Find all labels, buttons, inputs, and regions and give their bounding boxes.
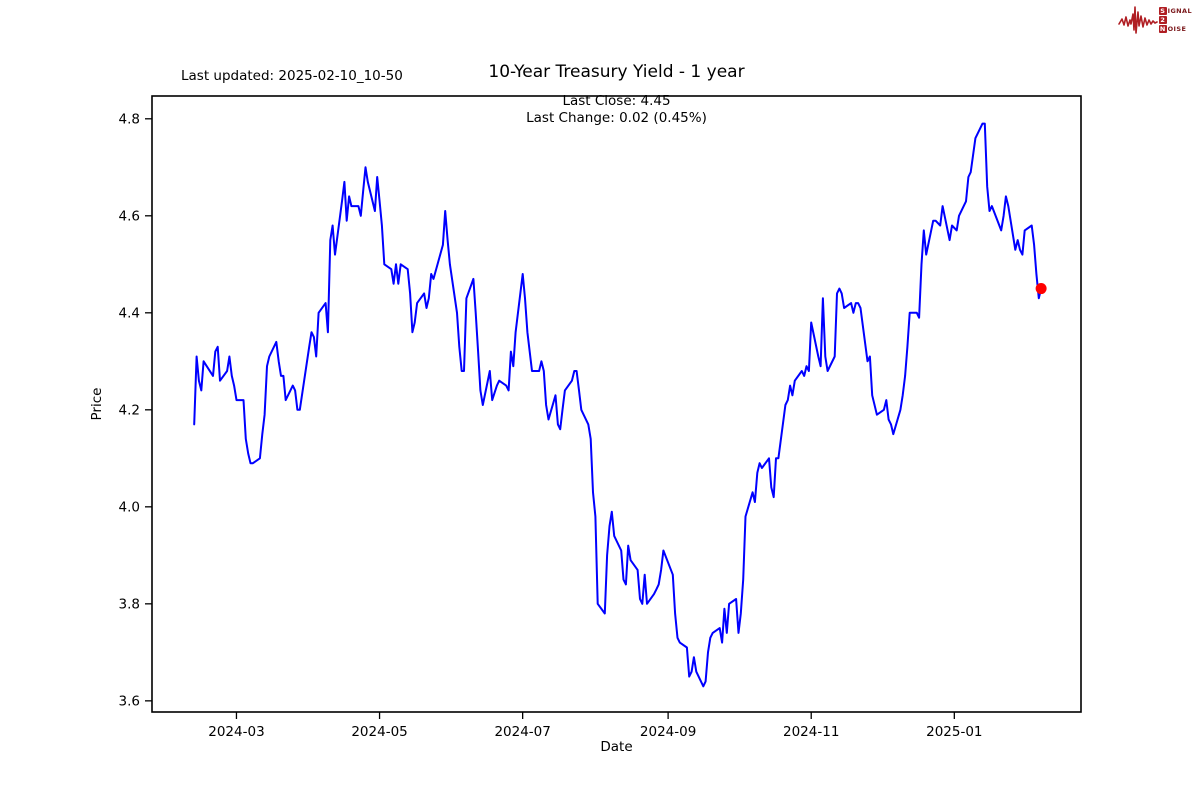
plot-border	[151, 95, 1082, 713]
logo-text: S IGNAL 2 N OISE	[1158, 7, 1192, 33]
y-tick-label: 4.2	[119, 403, 140, 419]
logo-letterbox-s: S	[1158, 7, 1167, 15]
chart-title: 10-Year Treasury Yield - 1 year	[488, 62, 745, 82]
x-axis-ticks: 2024-03 2024-05 2024-07 2024-09 2024-11 2025-…	[208, 712, 983, 740]
signal2noise-logo: S IGNAL 2 N OISE	[1117, 4, 1192, 36]
waveform-icon	[1117, 6, 1158, 34]
y-tick-label: 3.6	[119, 694, 140, 710]
logo-row-noise: N OISE	[1158, 25, 1192, 33]
logo-letterbox-n: N	[1158, 25, 1167, 33]
price-line	[193, 122, 1043, 688]
last-change-annotation: Last Change: 0.02 (0.45%)	[526, 110, 707, 126]
logo-row-signal: S IGNAL	[1158, 7, 1192, 15]
x-tick-label: 2024-09	[640, 724, 696, 740]
x-axis-label: Date	[600, 739, 633, 755]
y-tick-label: 4.8	[119, 112, 140, 128]
y-tick-label: 4.0	[119, 500, 140, 516]
x-tick-label: 2024-05	[351, 724, 407, 740]
y-axis-ticks: 3.6 3.8 4.0 4.2 4.4 4.6 4.8	[119, 112, 152, 710]
y-tick-label: 3.8	[119, 597, 140, 613]
x-tick-label: 2024-07	[494, 724, 550, 740]
x-tick-label: 2025-01	[926, 724, 982, 740]
logo-letterbox-2: 2	[1158, 16, 1167, 24]
x-tick-label: 2024-11	[783, 724, 839, 740]
logo-row-2: 2	[1158, 16, 1192, 24]
last-updated-text: Last updated: 2025-02-10_10-50	[181, 68, 403, 84]
x-tick-label: 2024-03	[208, 724, 264, 740]
y-tick-label: 4.6	[119, 209, 140, 225]
logo-noise-rest: OISE	[1167, 25, 1187, 33]
last-close-marker	[1035, 283, 1047, 295]
last-close-annotation: Last Close: 4.45	[562, 93, 671, 109]
y-tick-label: 4.4	[119, 306, 140, 322]
logo-signal-rest: IGNAL	[1167, 7, 1192, 15]
